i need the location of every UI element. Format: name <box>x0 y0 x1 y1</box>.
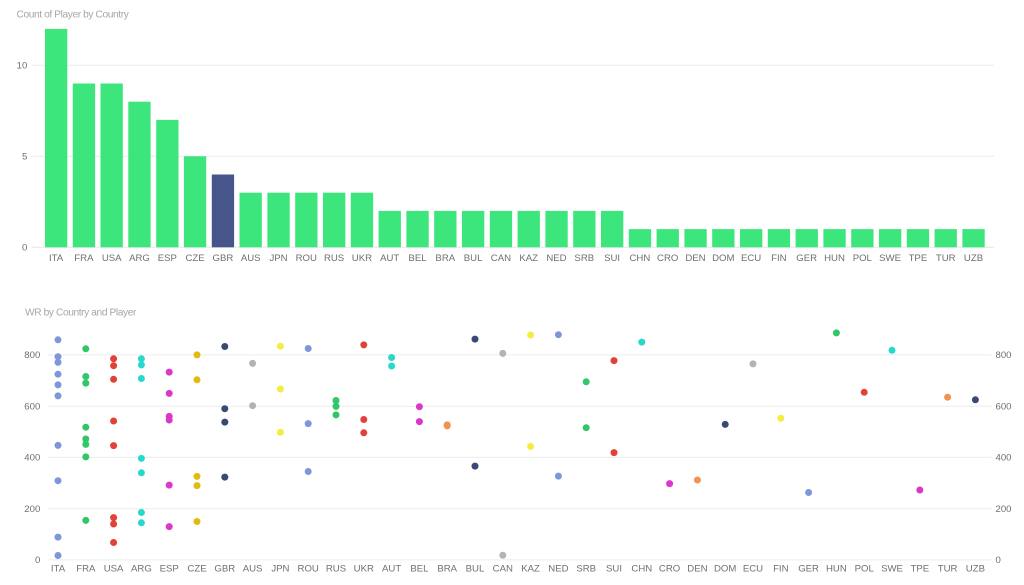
svg-text:CZE: CZE <box>187 563 206 574</box>
svg-text:FIN: FIN <box>773 563 789 574</box>
svg-text:JPN: JPN <box>269 253 287 264</box>
svg-text:ARG: ARG <box>129 253 150 264</box>
svg-text:FIN: FIN <box>771 253 787 264</box>
svg-text:SUI: SUI <box>606 563 622 574</box>
svg-text:SRB: SRB <box>574 253 594 264</box>
svg-text:NED: NED <box>548 563 568 574</box>
svg-text:CAN: CAN <box>493 563 513 574</box>
svg-text:400: 400 <box>996 453 1012 464</box>
svg-text:SUI: SUI <box>604 253 620 264</box>
svg-text:NED: NED <box>546 253 566 264</box>
svg-text:WR by Country and Player: WR by Country and Player <box>25 308 137 319</box>
svg-text:200: 200 <box>24 504 40 515</box>
svg-text:DEN: DEN <box>685 253 705 264</box>
svg-text:UKR: UKR <box>352 253 372 264</box>
svg-text:HUN: HUN <box>826 563 847 574</box>
svg-text:GER: GER <box>796 253 817 264</box>
svg-text:600: 600 <box>24 402 40 413</box>
svg-text:POL: POL <box>855 563 875 574</box>
svg-text:USA: USA <box>102 253 122 264</box>
svg-text:0: 0 <box>22 243 27 254</box>
svg-text:BEL: BEL <box>408 253 427 264</box>
svg-text:CRO: CRO <box>659 563 680 574</box>
svg-text:ESP: ESP <box>158 253 177 264</box>
svg-text:CHN: CHN <box>630 253 651 264</box>
svg-text:400: 400 <box>24 453 40 464</box>
svg-text:AUT: AUT <box>380 253 399 264</box>
svg-text:POL: POL <box>853 253 873 264</box>
svg-text:JPN: JPN <box>271 563 289 574</box>
svg-text:GBR: GBR <box>214 563 235 574</box>
svg-text:KAZ: KAZ <box>519 253 538 264</box>
svg-text:TUR: TUR <box>936 253 956 264</box>
svg-text:SWE: SWE <box>881 563 903 574</box>
svg-text:ECU: ECU <box>743 563 763 574</box>
svg-text:ITA: ITA <box>49 253 64 264</box>
svg-text:200: 200 <box>996 504 1012 515</box>
svg-text:DOM: DOM <box>712 253 734 264</box>
svg-text:800: 800 <box>996 350 1012 361</box>
svg-text:CZE: CZE <box>186 253 205 264</box>
svg-text:ITA: ITA <box>51 563 66 574</box>
svg-text:SRB: SRB <box>576 563 596 574</box>
svg-text:CAN: CAN <box>491 253 511 264</box>
svg-text:FRA: FRA <box>74 253 94 264</box>
svg-text:10: 10 <box>17 61 28 72</box>
svg-text:CHN: CHN <box>631 563 652 574</box>
svg-text:SWE: SWE <box>879 253 901 264</box>
svg-text:600: 600 <box>996 402 1012 413</box>
svg-text:TPE: TPE <box>909 253 928 264</box>
svg-text:KAZ: KAZ <box>521 563 540 574</box>
svg-text:BUL: BUL <box>466 563 485 574</box>
svg-text:TPE: TPE <box>910 563 929 574</box>
svg-text:BRA: BRA <box>435 253 455 264</box>
svg-text:UZB: UZB <box>964 253 983 264</box>
svg-text:UKR: UKR <box>354 563 374 574</box>
svg-text:ROU: ROU <box>298 563 319 574</box>
svg-text:ESP: ESP <box>160 563 179 574</box>
svg-text:RUS: RUS <box>324 253 344 264</box>
svg-text:HUN: HUN <box>824 253 845 264</box>
svg-text:UZB: UZB <box>966 563 985 574</box>
svg-text:0: 0 <box>996 555 1001 566</box>
svg-text:0: 0 <box>35 555 40 566</box>
svg-text:GBR: GBR <box>213 253 234 264</box>
svg-text:ROU: ROU <box>296 253 317 264</box>
svg-text:TUR: TUR <box>938 563 958 574</box>
svg-text:DOM: DOM <box>714 563 736 574</box>
svg-text:DEN: DEN <box>687 563 707 574</box>
svg-text:800: 800 <box>24 350 40 361</box>
svg-text:ARG: ARG <box>131 563 152 574</box>
svg-text:RUS: RUS <box>326 563 346 574</box>
svg-text:5: 5 <box>22 152 27 163</box>
svg-text:Count of Player by Country: Count of Player by Country <box>17 10 130 21</box>
svg-text:BUL: BUL <box>464 253 483 264</box>
svg-text:ECU: ECU <box>741 253 761 264</box>
svg-text:BRA: BRA <box>437 563 457 574</box>
svg-text:BEL: BEL <box>410 563 429 574</box>
svg-text:GER: GER <box>798 563 819 574</box>
svg-text:AUT: AUT <box>382 563 401 574</box>
svg-text:AUS: AUS <box>241 253 261 264</box>
svg-text:CRO: CRO <box>657 253 678 264</box>
svg-text:FRA: FRA <box>76 563 96 574</box>
svg-text:USA: USA <box>104 563 124 574</box>
svg-text:AUS: AUS <box>243 563 263 574</box>
